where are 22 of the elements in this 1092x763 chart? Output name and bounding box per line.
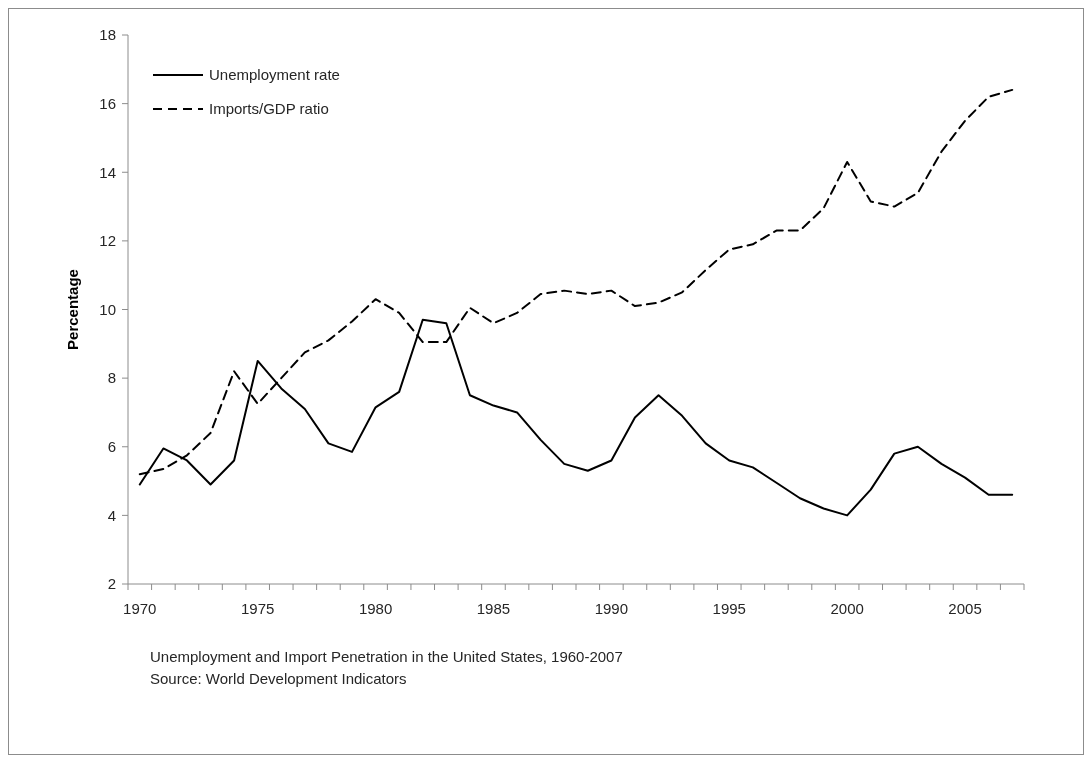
text: Unemployment and Import Penetration in the United States, 1960-2007	[150, 648, 623, 665]
x-tick-label: 1995	[712, 600, 746, 617]
x-tick-label: 1975	[241, 600, 275, 617]
y-tick-label: 10	[99, 300, 116, 318]
y-tick-label: 12	[99, 232, 116, 250]
y-tick-label: 14	[99, 163, 116, 181]
y-tick-label: 16	[99, 94, 116, 112]
y-tick-label: 18	[99, 26, 116, 44]
source-note: Source: World Development Indicators	[150, 670, 407, 687]
legend-label: Unemployment rate	[209, 66, 340, 84]
x-tick-label: 2000	[830, 600, 864, 617]
legend-label: Imports/GDP ratio	[209, 100, 329, 118]
x-tick-label: 1985	[476, 600, 511, 617]
x-tick-label: 1970	[123, 600, 157, 617]
y-tick-label: 8	[107, 369, 116, 387]
y-tick-label: 6	[107, 438, 116, 455]
y-axis-title: Percentage	[64, 269, 81, 350]
x-tick-label: 1990	[594, 600, 629, 617]
y-tick-label: 2	[107, 575, 116, 593]
y-tick-label: 4	[107, 506, 116, 524]
x-tick-label: 1980	[358, 600, 393, 617]
x-tick-label: 2005	[948, 600, 982, 617]
